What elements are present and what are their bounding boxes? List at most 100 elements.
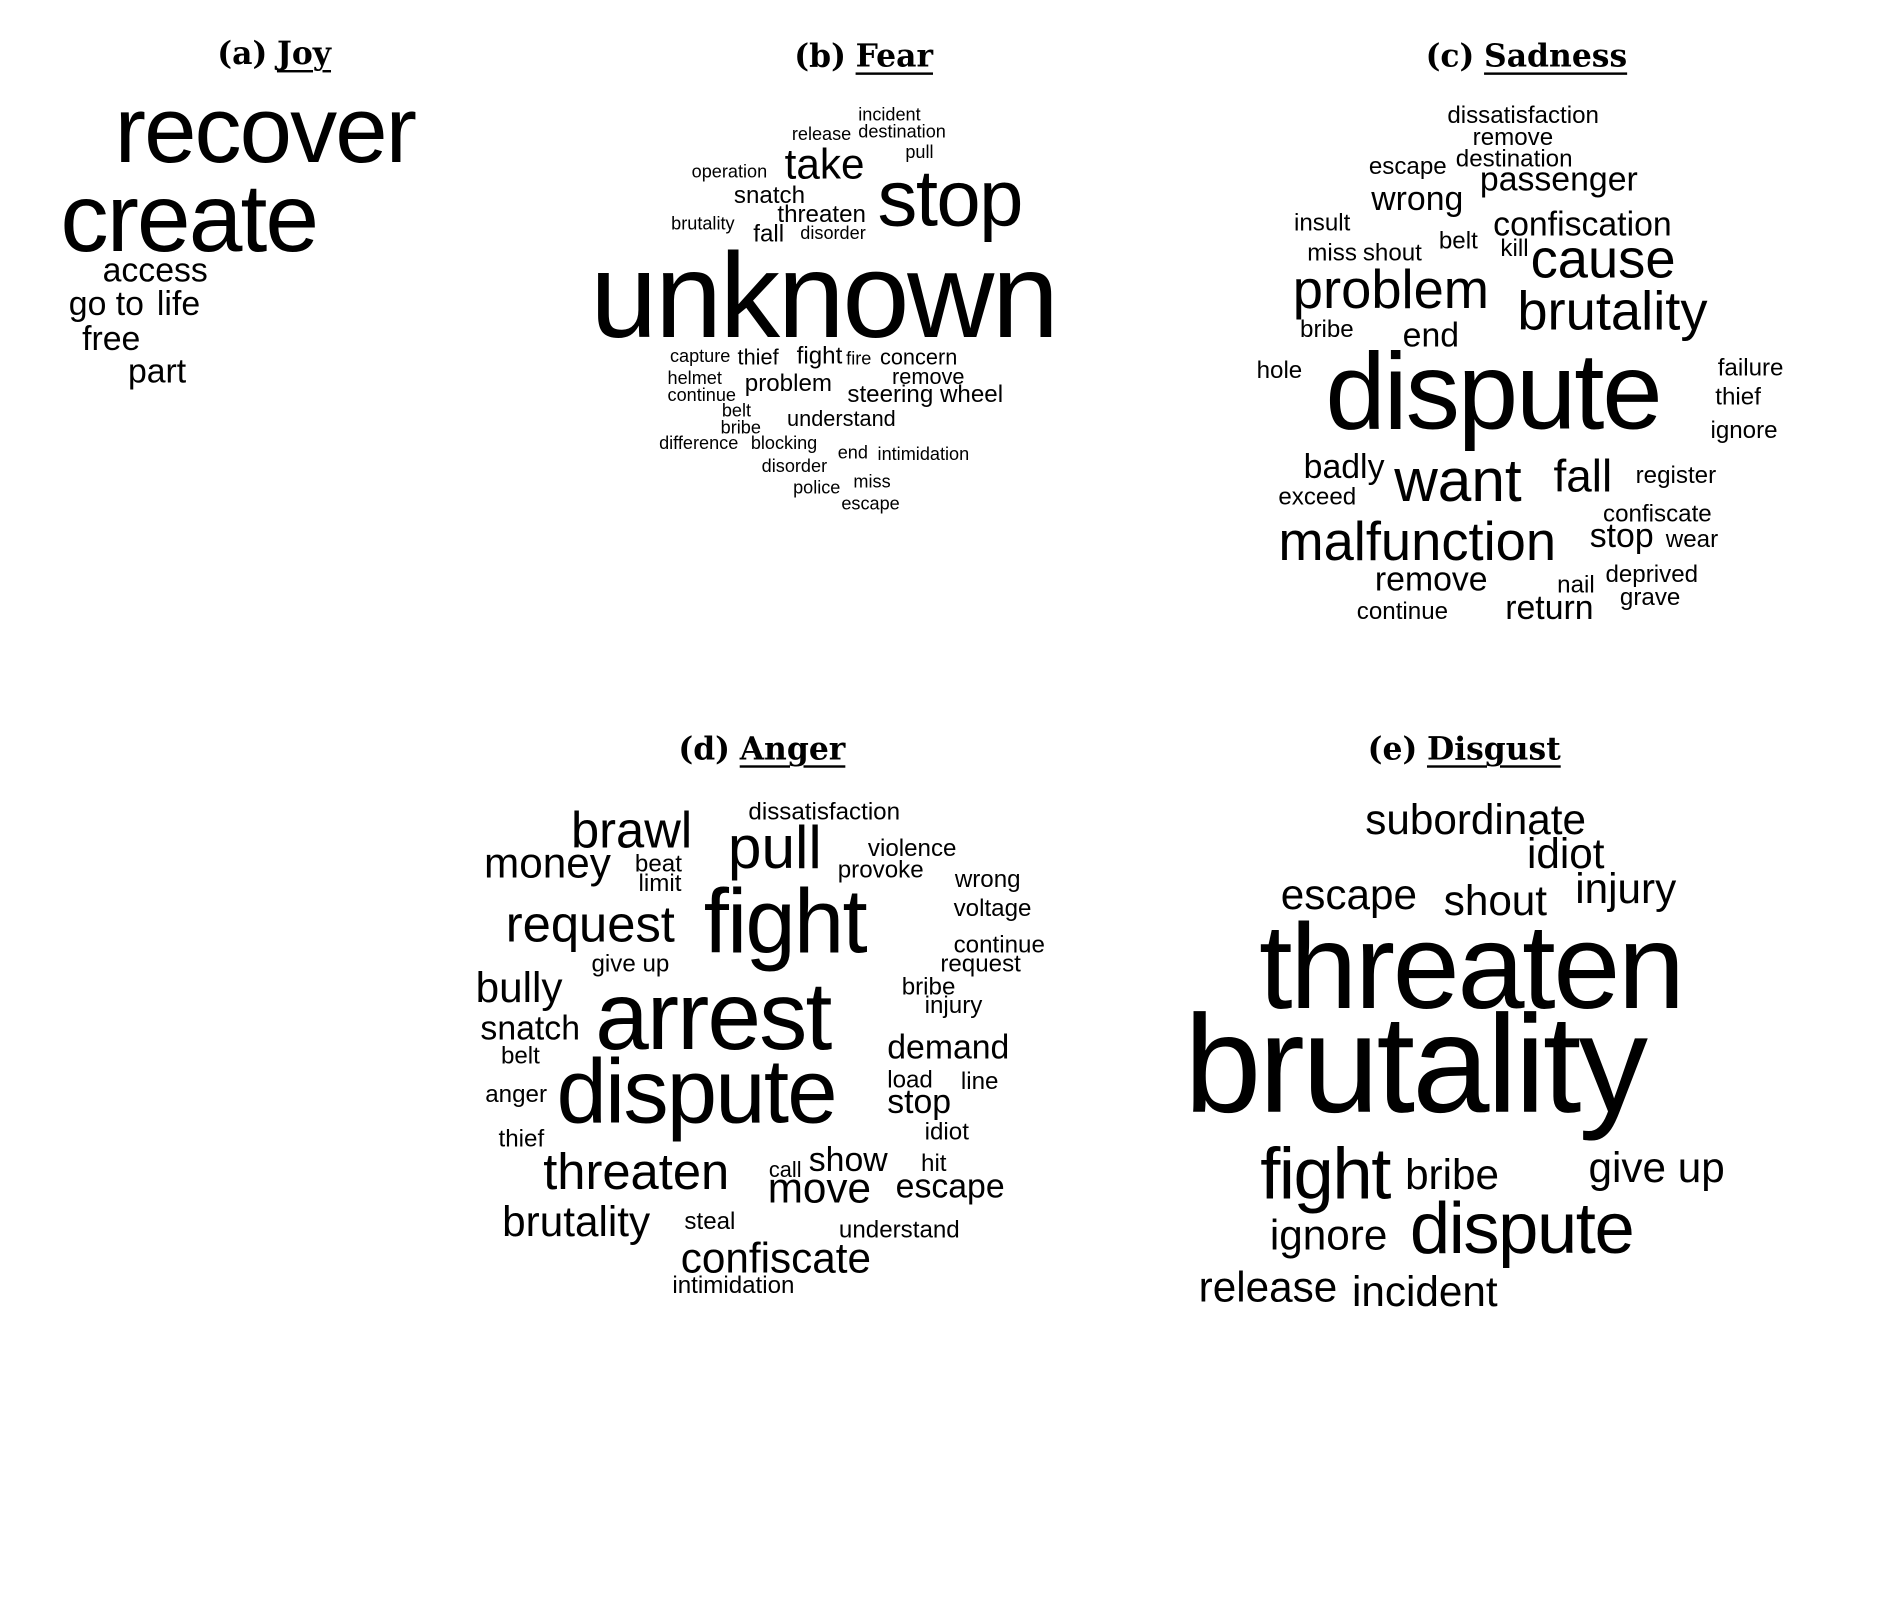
cloud-word: pull <box>727 813 822 882</box>
cloud-word: wear <box>1665 526 1719 553</box>
cloud-word: dispute <box>1409 1187 1635 1269</box>
cloud-word: part <box>127 352 187 390</box>
cloud-word: intimidation <box>672 1272 795 1299</box>
cloud-word: stop <box>877 152 1024 243</box>
cloud-word: subordinate <box>1365 796 1587 844</box>
cloud-word: end <box>837 442 868 463</box>
cloud-word: beat <box>634 851 682 878</box>
cloud-word: continue <box>1356 598 1449 626</box>
cloud-word: unknown <box>590 228 1059 364</box>
cloud-word: blocking <box>750 432 818 454</box>
cloud-word: wrong <box>954 866 1021 894</box>
cloud-word: capture <box>669 345 731 367</box>
cloud-word: access <box>102 250 208 289</box>
cloud-word: end <box>1402 316 1460 354</box>
cloud-word: destination <box>1455 146 1573 173</box>
cloud-word: steering wheel <box>847 381 1004 408</box>
cloud-word: brutality <box>1517 279 1708 342</box>
cloud-word: request <box>505 895 675 953</box>
cloud-word: remove <box>892 364 965 389</box>
cloud-word: operation <box>691 161 768 182</box>
cloud-word: problem <box>744 370 833 398</box>
cloud-word: passenger <box>1479 160 1638 198</box>
cloud-word: disorder <box>761 455 828 477</box>
cloud-word: take <box>784 140 865 188</box>
cloud-word: provoke <box>837 857 924 884</box>
cloud-word: thief <box>498 1126 545 1153</box>
cloud-word: intimidation <box>877 443 970 465</box>
cloud-word: return <box>1505 588 1594 627</box>
cloud-word: move <box>767 1164 872 1212</box>
cloud-word: brutality <box>1184 986 1648 1142</box>
cloud-word: wrong <box>1371 179 1464 218</box>
panel-name: Disgust <box>1426 731 1561 768</box>
cloud-word: anger <box>485 1081 548 1109</box>
cloud-word: ignore <box>1269 1211 1388 1259</box>
cloud-word: steal <box>684 1208 736 1235</box>
cloud-word: stop <box>1589 516 1654 554</box>
cloud-word: deprived <box>1605 561 1699 588</box>
cloud-word: confiscation <box>1493 204 1672 243</box>
cloud-word: helmet <box>667 367 722 389</box>
cloud-word: hole <box>1256 357 1303 384</box>
panel-name: Anger <box>739 731 846 768</box>
cloud-word: dispute <box>556 1039 837 1142</box>
cloud-word: remove <box>1472 124 1554 151</box>
cloud-word: exceed <box>1278 484 1357 511</box>
panel-name: Joy <box>276 36 332 73</box>
cloud-word: escape <box>1368 153 1447 180</box>
cloud-word: fall <box>1553 451 1613 502</box>
cloud-word: incident <box>858 104 921 125</box>
cloud-word: shout <box>1362 240 1422 267</box>
cloud-word: release <box>791 123 852 145</box>
cloud-word: shout <box>1443 876 1548 925</box>
cloud-word: belt <box>721 400 752 421</box>
panel-label: (b) <box>794 38 846 75</box>
cloud-word: idiot <box>1526 829 1605 877</box>
cloud-word: injury <box>924 992 983 1019</box>
cloud-word: give up <box>591 951 670 978</box>
panel-title-sadness: (c) Sadness <box>1426 39 1628 75</box>
cloud-word: voltage <box>953 895 1032 923</box>
cloud-word: go to <box>68 284 144 323</box>
cloud-word: fire <box>846 348 872 369</box>
cloud-word: escape <box>895 1167 1005 1205</box>
cloud-word: thief <box>737 344 779 370</box>
cloud-word: request <box>940 951 1021 978</box>
cloud-word: grave <box>1619 584 1681 611</box>
cloud-word: threaten <box>1259 899 1685 1035</box>
cloud-word: kill <box>1500 235 1529 262</box>
cloud-word: demand <box>887 1028 1010 1066</box>
panel-title-disgust: (e) Disgust <box>1368 732 1561 768</box>
cloud-word: remove <box>1374 559 1488 598</box>
cloud-word: disorder <box>800 222 866 244</box>
cloud-word: threaten <box>777 201 866 229</box>
cloud-word: give up <box>1588 1143 1725 1191</box>
cloud-word: bribe <box>1300 316 1354 343</box>
cloud-word: load <box>887 1067 933 1094</box>
cloud-word: understand <box>838 1216 960 1244</box>
cloud-word: limit <box>638 870 682 897</box>
cloud-word: insult <box>1294 210 1351 237</box>
panel-label: (c) <box>1425 38 1475 75</box>
cloud-word: dissatisfaction <box>1447 102 1599 130</box>
cloud-word: fall <box>753 220 785 248</box>
cloud-word: ignore <box>1710 417 1778 445</box>
panel-title-joy: (a) Joy <box>217 36 331 72</box>
cloud-word: destination <box>858 121 946 142</box>
cloud-word: concern <box>879 344 958 370</box>
cloud-word: confiscate <box>680 1234 872 1282</box>
cloud-word: cause <box>1530 227 1676 290</box>
cloud-word: violence <box>867 835 957 862</box>
cloud-word: bribe <box>1405 1150 1500 1199</box>
cloud-word: understand <box>787 406 896 431</box>
cloud-word: arrest <box>595 962 832 1070</box>
cloud-word: bully <box>475 963 563 1011</box>
cloud-word: release <box>1198 1263 1338 1311</box>
panel-title-fear: (b) Fear <box>794 39 933 75</box>
panel-name: Fear <box>855 38 933 75</box>
panel-name: Sadness <box>1484 38 1628 75</box>
cloud-word: stop <box>887 1082 952 1120</box>
cloud-word: snatch <box>480 1008 581 1047</box>
cloud-word: snatch <box>733 182 806 209</box>
